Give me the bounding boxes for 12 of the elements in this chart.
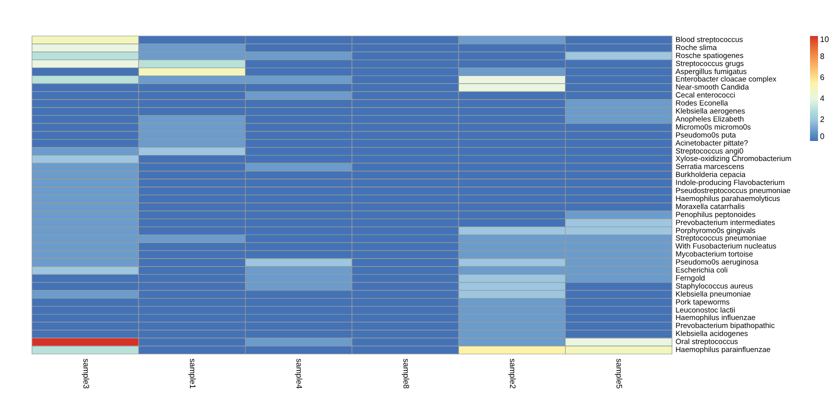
x-tick-label: sample2	[508, 358, 517, 390]
color-bar-label: 10	[820, 35, 830, 44]
color-bar-label: 4	[820, 94, 825, 103]
x-tick-label: sample5	[614, 358, 624, 390]
x-tick-label: sample3	[81, 358, 90, 390]
color-bar-label: 6	[820, 73, 825, 82]
x-tick-label: sample8	[401, 358, 410, 390]
x-tick-label: sample1	[188, 358, 197, 390]
x-tick-label: sample4	[294, 358, 304, 390]
color-bar-label: 8	[820, 52, 825, 61]
color-bar-label: 2	[820, 115, 825, 124]
color-bar-label: 0	[820, 132, 825, 141]
